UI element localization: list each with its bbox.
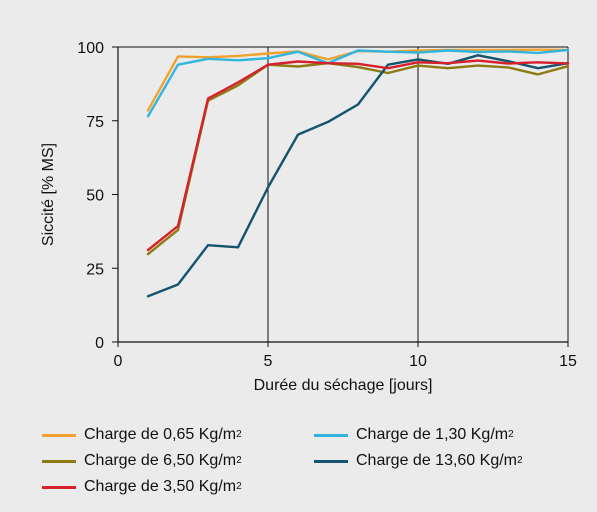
legend-label-0: Charge de 0,65 Kg/m — [84, 426, 237, 443]
legend-swatch-0 — [42, 433, 76, 437]
legend-item-4: Charge de 3,50 Kg/m 2 — [42, 477, 242, 497]
series-line-2 — [146, 62, 570, 256]
x-tick-label-2: 10 — [409, 353, 427, 370]
legend-label-4: Charge de 3,50 Kg/m — [84, 478, 237, 495]
legend-item-3: Charge de 13,60 Kg/m 2 — [314, 451, 523, 471]
series-line-3 — [146, 54, 570, 298]
legend-swatch-1 — [314, 433, 348, 437]
legend-item-0: Charge de 0,65 Kg/m 2 — [42, 425, 242, 445]
legend-item-1: Charge de 1,30 Kg/m 2 — [314, 425, 514, 445]
y-tick-label-1: 25 — [86, 261, 104, 278]
y-tick-label-4: 100 — [77, 40, 104, 57]
legend-label-2: Charge de 6,50 Kg/m — [84, 452, 237, 469]
x-tick-label-3: 15 — [559, 353, 577, 370]
x-axis-title: Durée du séchage [jours] — [254, 377, 433, 394]
series-line-1 — [146, 48, 570, 118]
y-axis-title: Siccité [% MS] — [40, 143, 57, 246]
legend-item-2: Charge de 6,50 Kg/m 2 — [42, 451, 242, 471]
legend-label-1: Charge de 1,30 Kg/m — [356, 426, 509, 443]
y-tick-label-3: 75 — [86, 114, 104, 131]
y-tick-label-0: 0 — [95, 335, 104, 352]
legend-label-3: Charge de 13,60 Kg/m — [356, 452, 517, 469]
x-tick-label-1: 5 — [264, 353, 273, 370]
series-line-4 — [146, 59, 570, 252]
y-tick-label-2: 50 — [86, 188, 104, 205]
legend-swatch-3 — [314, 459, 348, 463]
legend-swatch-2 — [42, 459, 76, 463]
legend-swatch-4 — [42, 485, 76, 489]
x-tick-label-0: 0 — [114, 353, 123, 370]
